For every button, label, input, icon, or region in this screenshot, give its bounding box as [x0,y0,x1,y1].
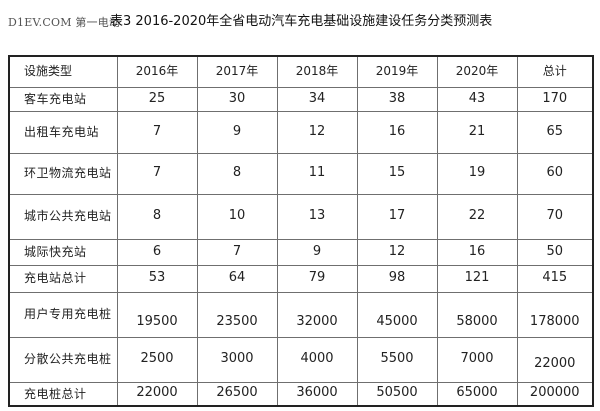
watermark: D1EV.COM 第一电动 [8,16,121,29]
value-cell: 5500 [356,336,438,383]
value-cell: 23500 [196,291,278,338]
header-cell-2018: 2018年 [276,55,358,88]
table-row: 用户专用充电桩 19500 23500 32000 45000 58000 17… [8,291,594,338]
value-cell: 22 [436,193,518,240]
value-cell: 22000 [116,381,198,407]
value-cell: 415 [516,264,594,293]
row-label: 环卫物流充电站 [8,152,118,195]
value-cell: 45000 [356,291,438,338]
value-cell: 7 [196,238,278,266]
header-cell-2016: 2016年 [116,55,198,88]
value-cell: 50500 [356,381,438,407]
value-cell: 7 [116,110,198,154]
table-container: 设施类型 2016年 2017年 2018年 2019年 2020年 总计 客车… [8,55,594,407]
value-cell: 8 [116,193,198,240]
value-cell: 19 [436,152,518,195]
value-cell: 43 [436,86,518,112]
value-cell: 15 [356,152,438,195]
value-cell: 121 [436,264,518,293]
value-cell: 34 [276,86,358,112]
value-cell: 3000 [196,336,278,383]
value-cell: 26500 [196,381,278,407]
row-label: 城市公共充电站 [8,193,118,240]
header-cell-total: 总计 [516,55,594,88]
value-cell: 8 [196,152,278,195]
value-cell: 12 [276,110,358,154]
value-cell: 65 [516,110,594,154]
value-cell: 7000 [436,336,518,383]
value-cell: 98 [356,264,438,293]
header-cell-type: 设施类型 [8,55,118,88]
value-cell: 38 [356,86,438,112]
row-label: 充电桩总计 [8,381,118,407]
value-cell: 50 [516,238,594,266]
value-cell: 4000 [276,336,358,383]
value-cell: 79 [276,264,358,293]
header-cell-2017: 2017年 [196,55,278,88]
value-cell: 25 [116,86,198,112]
value-cell: 53 [116,264,198,293]
value-cell: 32000 [276,291,358,338]
table-row: 充电站总计 53 64 79 98 121 415 [8,264,594,293]
value-cell: 200000 [516,381,594,407]
table-row: 客车充电站 25 30 34 38 43 170 [8,86,594,112]
value-cell: 70 [516,193,594,240]
value-cell: 16 [436,238,518,266]
row-label: 用户专用充电桩 [8,291,118,338]
value-cell: 2500 [116,336,198,383]
value-cell: 12 [356,238,438,266]
value-cell: 60 [516,152,594,195]
forecast-table: 设施类型 2016年 2017年 2018年 2019年 2020年 总计 客车… [8,55,594,407]
row-label: 出租车充电站 [8,110,118,154]
table-row: 城际快充站 6 7 9 12 16 50 [8,238,594,266]
table-row: 分散公共充电桩 2500 3000 4000 5500 7000 22000 [8,336,594,383]
table-title: 表3 2016-2020年全省电动汽车充电基础设施建设任务分类预测表 [110,14,493,29]
value-cell: 178000 [516,291,594,338]
header-cell-2019: 2019年 [356,55,438,88]
value-cell: 7 [116,152,198,195]
value-cell: 19500 [116,291,198,338]
row-label: 客车充电站 [8,86,118,112]
value-cell: 65000 [436,381,518,407]
value-cell: 11 [276,152,358,195]
row-label: 充电站总计 [8,264,118,293]
value-cell: 9 [196,110,278,154]
header-row: 设施类型 2016年 2017年 2018年 2019年 2020年 总计 [8,55,594,88]
value-cell: 17 [356,193,438,240]
value-cell: 21 [436,110,518,154]
value-cell: 58000 [436,291,518,338]
table-row: 环卫物流充电站 7 8 11 15 19 60 [8,152,594,195]
row-label: 城际快充站 [8,238,118,266]
value-cell: 30 [196,86,278,112]
value-cell: 170 [516,86,594,112]
value-cell: 16 [356,110,438,154]
value-cell: 6 [116,238,198,266]
value-cell: 13 [276,193,358,240]
table-row: 充电桩总计 22000 26500 36000 50500 65000 2000… [8,381,594,407]
value-cell: 9 [276,238,358,266]
value-cell: 64 [196,264,278,293]
header-cell-2020: 2020年 [436,55,518,88]
row-label: 分散公共充电桩 [8,336,118,383]
value-cell: 22000 [516,336,594,383]
table-row: 城市公共充电站 8 10 13 17 22 70 [8,193,594,240]
value-cell: 36000 [276,381,358,407]
value-cell: 10 [196,193,278,240]
table-row: 出租车充电站 7 9 12 16 21 65 [8,110,594,154]
